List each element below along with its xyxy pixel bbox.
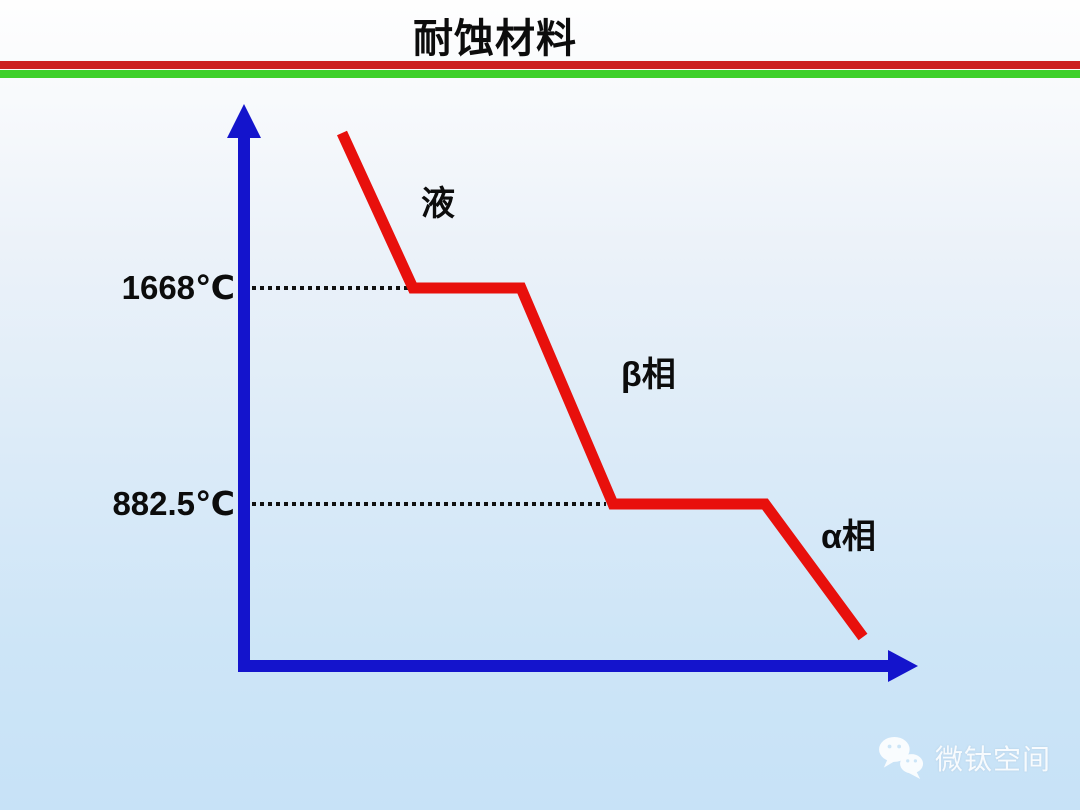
divider-green-line: [0, 70, 1080, 78]
wechat-eye: [913, 759, 918, 763]
x-axis-arrowhead-icon: [888, 650, 918, 682]
wechat-eye: [887, 744, 892, 749]
wechat-icon: [879, 736, 924, 780]
watermark-text: 微钛空间: [935, 744, 1052, 775]
wechat-eye: [906, 759, 910, 763]
divider-red-line: [0, 61, 1080, 69]
region-label-liquid: 液: [421, 185, 455, 223]
wechat-eye: [897, 744, 902, 749]
region-label-beta: β相: [621, 356, 676, 394]
region-label-alpha: α相: [821, 518, 876, 556]
temp-label-882: 882.5℃: [112, 485, 235, 522]
y-axis: [238, 132, 250, 672]
wechat-big-bubble-tail: [883, 758, 896, 768]
temp-label-1668: 1668℃: [121, 269, 235, 306]
wechat-small-bubble: [900, 754, 924, 774]
x-axis: [238, 660, 890, 672]
ref-dotted-line-0: [252, 286, 412, 290]
wechat-small-bubble-tail: [908, 771, 921, 780]
wechat-big-bubble: [879, 736, 910, 762]
page-title: 耐蚀材料: [413, 16, 577, 61]
watermark: 微钛空间: [878, 736, 1051, 780]
ref-dotted-line-1: [252, 502, 606, 506]
